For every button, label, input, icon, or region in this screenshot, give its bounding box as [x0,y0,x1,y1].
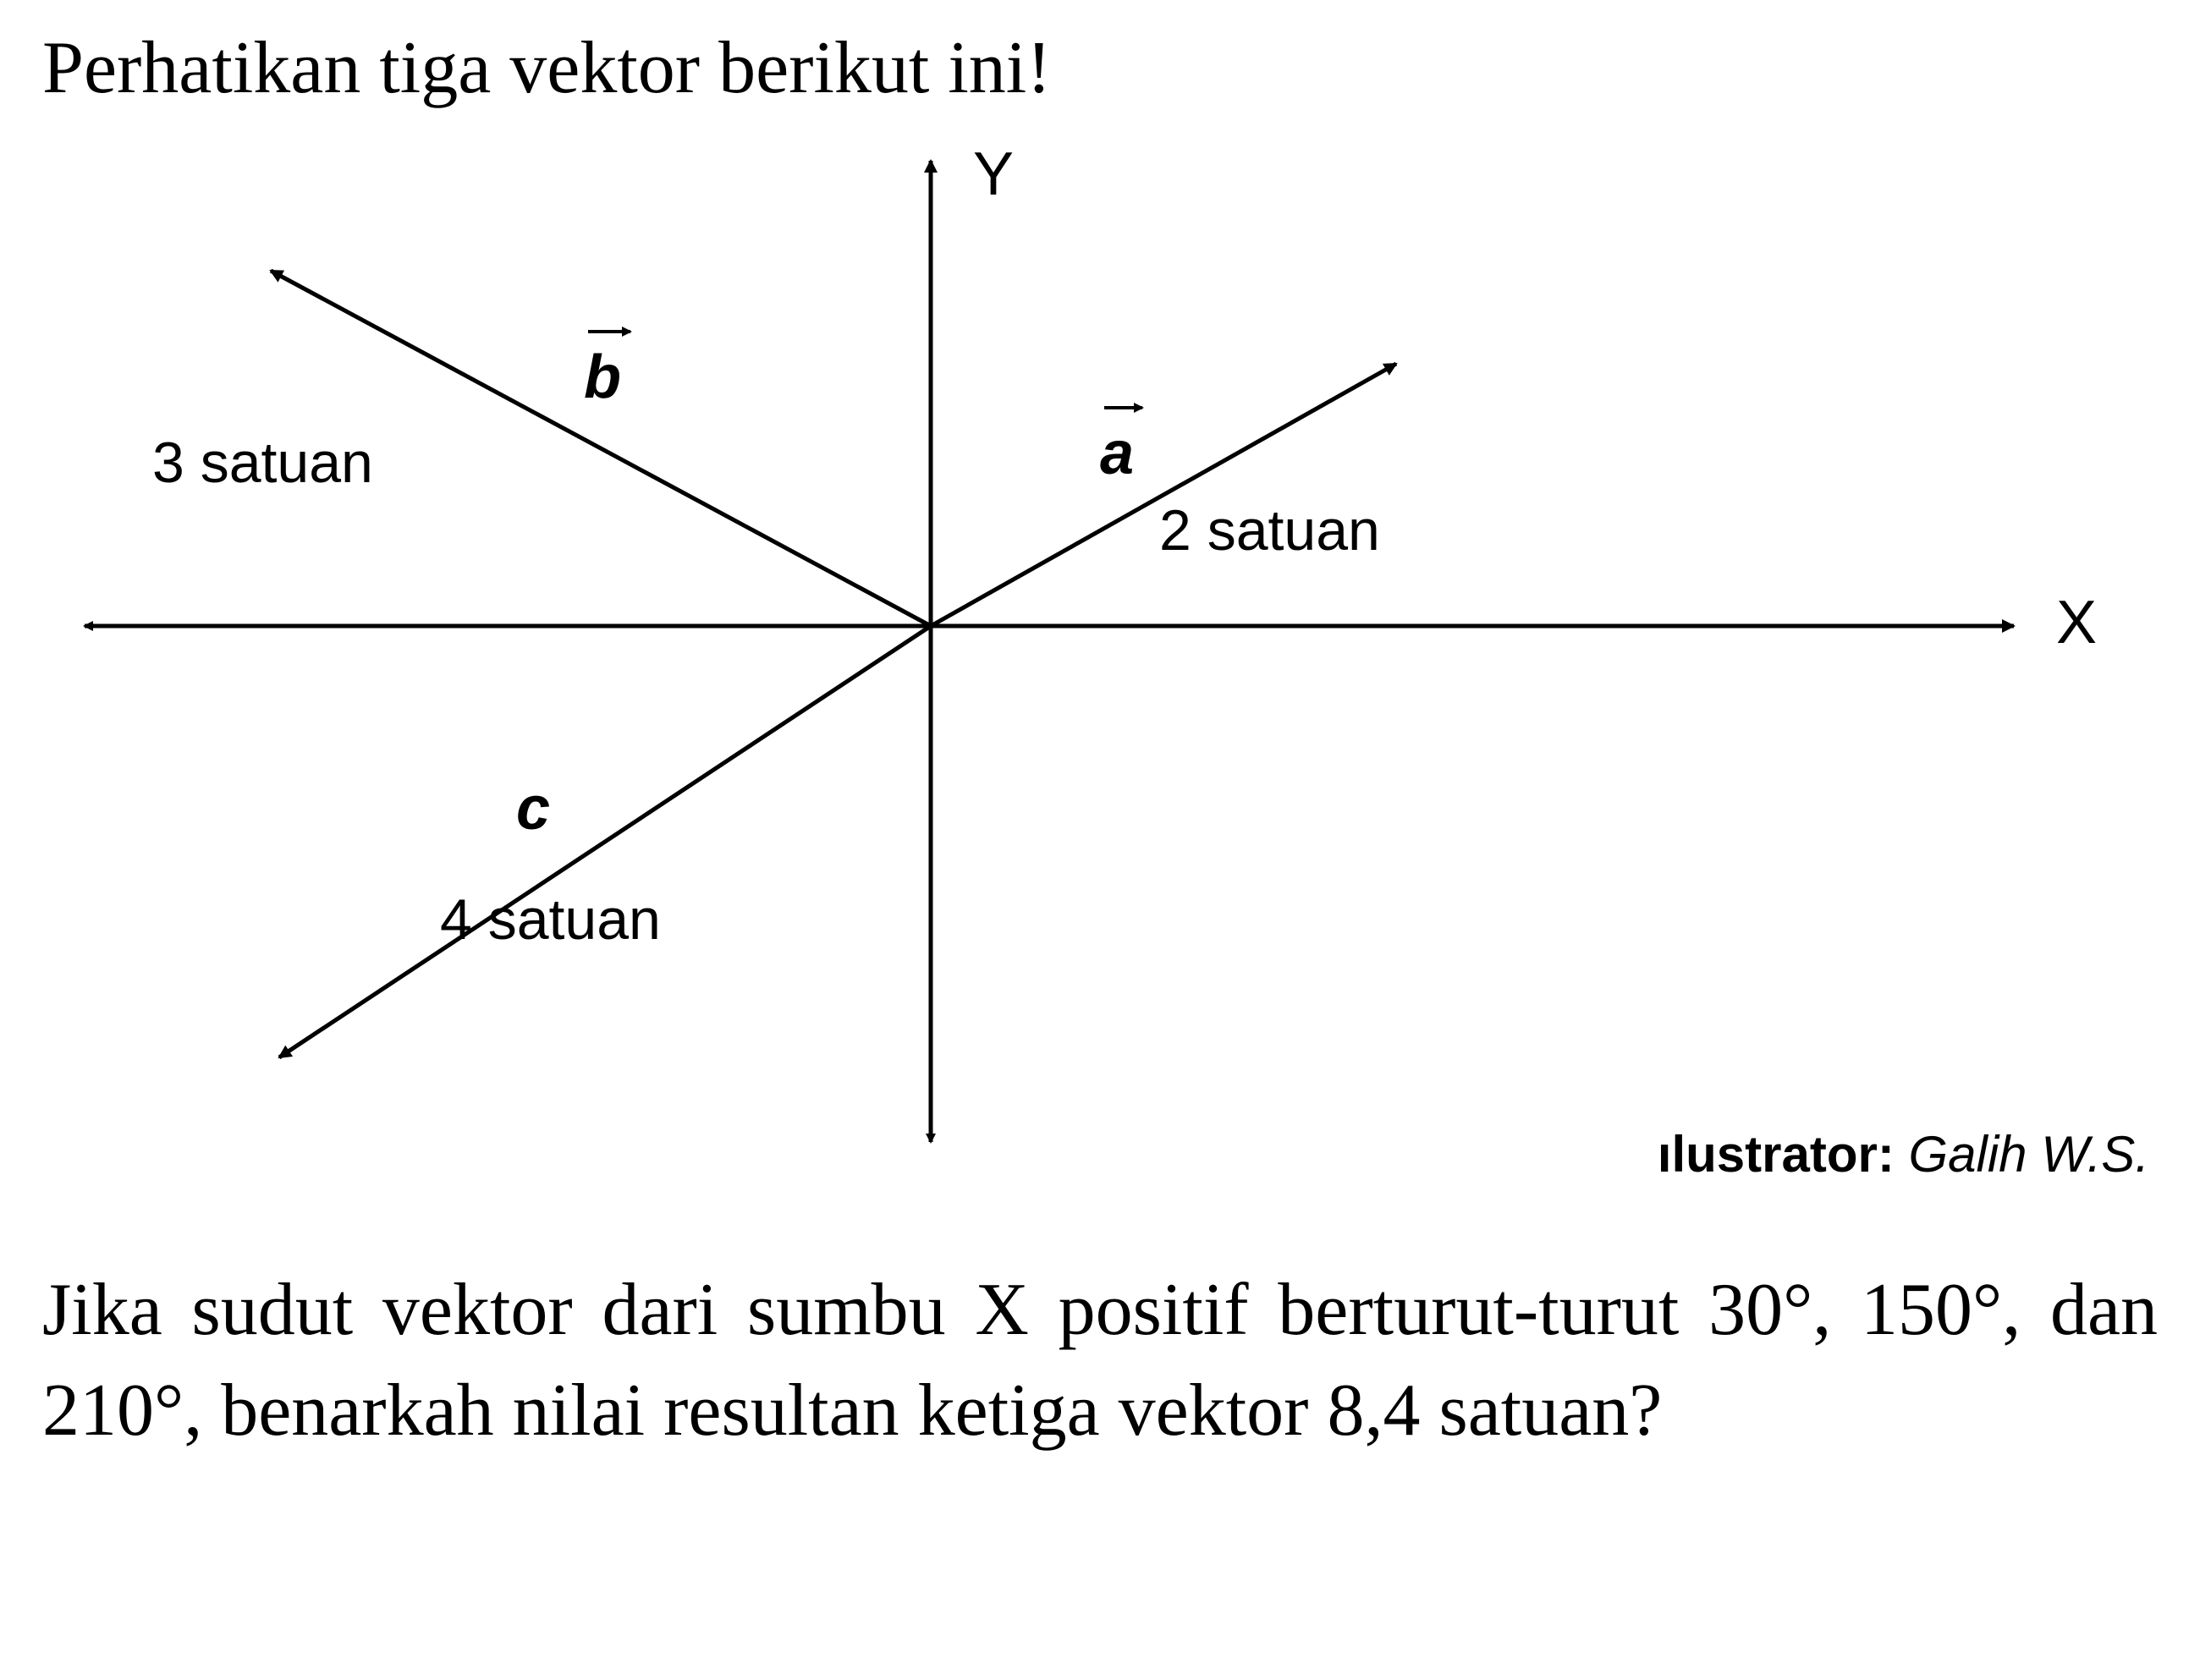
vector-a-name-group: a [1100,408,1142,487]
vector-b-name: b [584,343,621,411]
vector-c-name: c [516,775,550,843]
question-text: Jika sudut vektor dari sumbu X positif b… [42,1260,2158,1462]
illustrator-credit: ılustrator: Galih W.S. [1658,1125,2149,1183]
page-title: Perhatikan tiga vektor berikut ini! [42,25,1052,111]
illustrator-name: Galih W.S. [1908,1126,2149,1183]
chart-svg: X Y a 2 satuan b 3 satuan c 4 satuan [42,144,2158,1159]
vector-b-name-group: b [584,332,630,411]
vector-a-magnitude: 2 satuan [1159,498,1380,563]
illustrator-label: ılustrator: [1658,1126,1895,1183]
vector-b-magnitude: 3 satuan [152,431,373,495]
vector-chart: X Y a 2 satuan b 3 satuan c 4 satuan [42,144,2158,1159]
vector-c [279,626,931,1057]
vector-a-name: a [1100,420,1134,487]
vector-a [931,364,1396,626]
vector-c-magnitude: 4 satuan [440,887,661,952]
x-axis-label: X [2056,589,2097,656]
y-axis-label: Y [973,144,1014,208]
